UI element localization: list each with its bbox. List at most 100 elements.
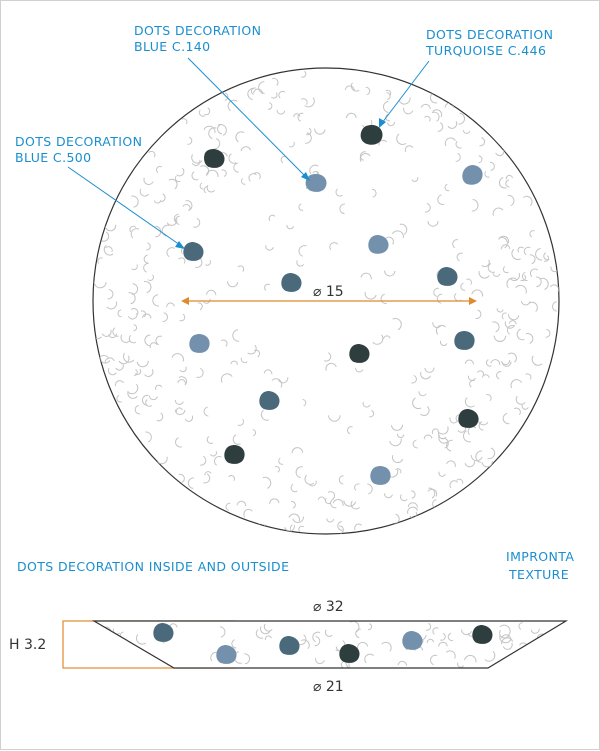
texture-mark: [314, 128, 326, 135]
texture-mark: [346, 112, 357, 119]
texture-mark: [505, 174, 514, 180]
texture-mark: [464, 359, 474, 365]
texture-mark: [235, 131, 245, 143]
texture-mark: [134, 368, 142, 375]
texture-mark: [136, 360, 149, 368]
texture-mark: [198, 109, 206, 117]
texture-mark: [383, 100, 389, 113]
texture-mark: [264, 283, 271, 291]
texture-mark: [298, 245, 307, 257]
texture-mark: [367, 483, 373, 495]
texture-mark: [197, 302, 203, 311]
texture-mark: [420, 371, 431, 380]
texture-mark: [171, 353, 184, 362]
callout-line1: DOTS DECORATION: [426, 27, 553, 42]
texture-mark: [460, 282, 466, 291]
texture-mark: [104, 224, 117, 232]
texture-mark: [130, 228, 140, 239]
texture-mark: [248, 173, 257, 182]
dot-blue-c500: [153, 623, 174, 642]
texture-mark: [208, 127, 217, 140]
texture-mark: [240, 357, 248, 364]
texture-mark: [371, 188, 377, 198]
texture-mark: [508, 320, 517, 325]
texture-mark: [328, 415, 341, 422]
texture-mark: [144, 369, 154, 377]
texture-mark: [196, 367, 204, 378]
dot-blue-c140: [370, 466, 391, 485]
leader-arrow-icon: [379, 118, 386, 128]
texture-mark: [179, 313, 186, 322]
texture-mark: [412, 439, 418, 449]
texture-mark: [420, 103, 431, 110]
leader-line: [381, 60, 430, 124]
texture-mark: [400, 494, 408, 502]
texture-mark: [337, 521, 343, 531]
texture-mark: [114, 380, 125, 387]
texture-mark: [252, 429, 257, 437]
texture-mark: [384, 270, 396, 277]
texture-mark: [145, 399, 153, 407]
texture-mark: [224, 92, 229, 101]
texture-mark: [154, 384, 163, 390]
texture-mark: [221, 169, 227, 177]
texture-mark: [146, 242, 151, 251]
side-dots-decoration: [153, 623, 493, 664]
texture-mark: [427, 221, 439, 227]
leader-arrow-icon: [301, 172, 310, 181]
texture-mark: [506, 277, 518, 289]
texture-mark: [447, 632, 454, 642]
texture-mark: [444, 137, 456, 147]
texture-mark: [481, 259, 490, 268]
texture-mark: [240, 146, 251, 152]
plate-side-view: ⌀ 32 ⌀ 21 H 3.2: [9, 599, 569, 695]
texture-mark: [182, 204, 191, 211]
texture-mark: [378, 139, 388, 146]
texture-mark: [236, 500, 247, 507]
texture-mark: [501, 359, 511, 366]
texture-mark: [267, 102, 273, 110]
texture-mark: [530, 628, 540, 634]
texture-mark: [147, 274, 154, 281]
dot-blue-c500: [281, 273, 302, 292]
texture-mark: [128, 292, 136, 305]
texture-mark: [244, 653, 251, 665]
side-profile-outline: [91, 620, 569, 669]
texture-mark: [213, 456, 222, 466]
texture-mark: [471, 289, 484, 297]
texture-mark: [399, 223, 408, 235]
texture-mark: [499, 624, 511, 636]
texture-mark: [478, 421, 484, 431]
texture-mark: [498, 177, 507, 189]
texture-mark: [502, 642, 513, 650]
dot-turquoise: [360, 125, 383, 145]
texture-mark: [407, 502, 418, 508]
texture-mark: [240, 178, 246, 185]
texture-mark: [368, 409, 375, 418]
texture-mark: [161, 224, 170, 237]
texture-mark: [437, 426, 449, 435]
texture-mark: [462, 430, 471, 443]
callout-line2: BLUE C.500: [15, 150, 92, 165]
texture-mark: [204, 107, 211, 116]
texture-mark: [525, 373, 532, 380]
texture-mark: [253, 88, 263, 94]
texture-mark: [481, 461, 493, 468]
texture-mark: [314, 636, 321, 647]
texture-mark: [292, 516, 305, 524]
texture-mark: [517, 246, 524, 253]
texture-mark: [455, 140, 462, 149]
bottom-diameter-label: ⌀ 21: [313, 679, 344, 695]
texture-mark: [515, 284, 527, 294]
texture-mark: [381, 641, 392, 652]
texture-mark: [355, 628, 361, 639]
texture-mark: [123, 352, 135, 363]
texture-mark: [438, 471, 446, 477]
texture-mark: [230, 360, 238, 365]
texture-mark: [339, 203, 345, 215]
texture-mark: [174, 409, 186, 416]
texture-mark: [301, 98, 308, 105]
arrowhead-left-icon: [181, 297, 189, 305]
texture-mark: [505, 179, 510, 188]
